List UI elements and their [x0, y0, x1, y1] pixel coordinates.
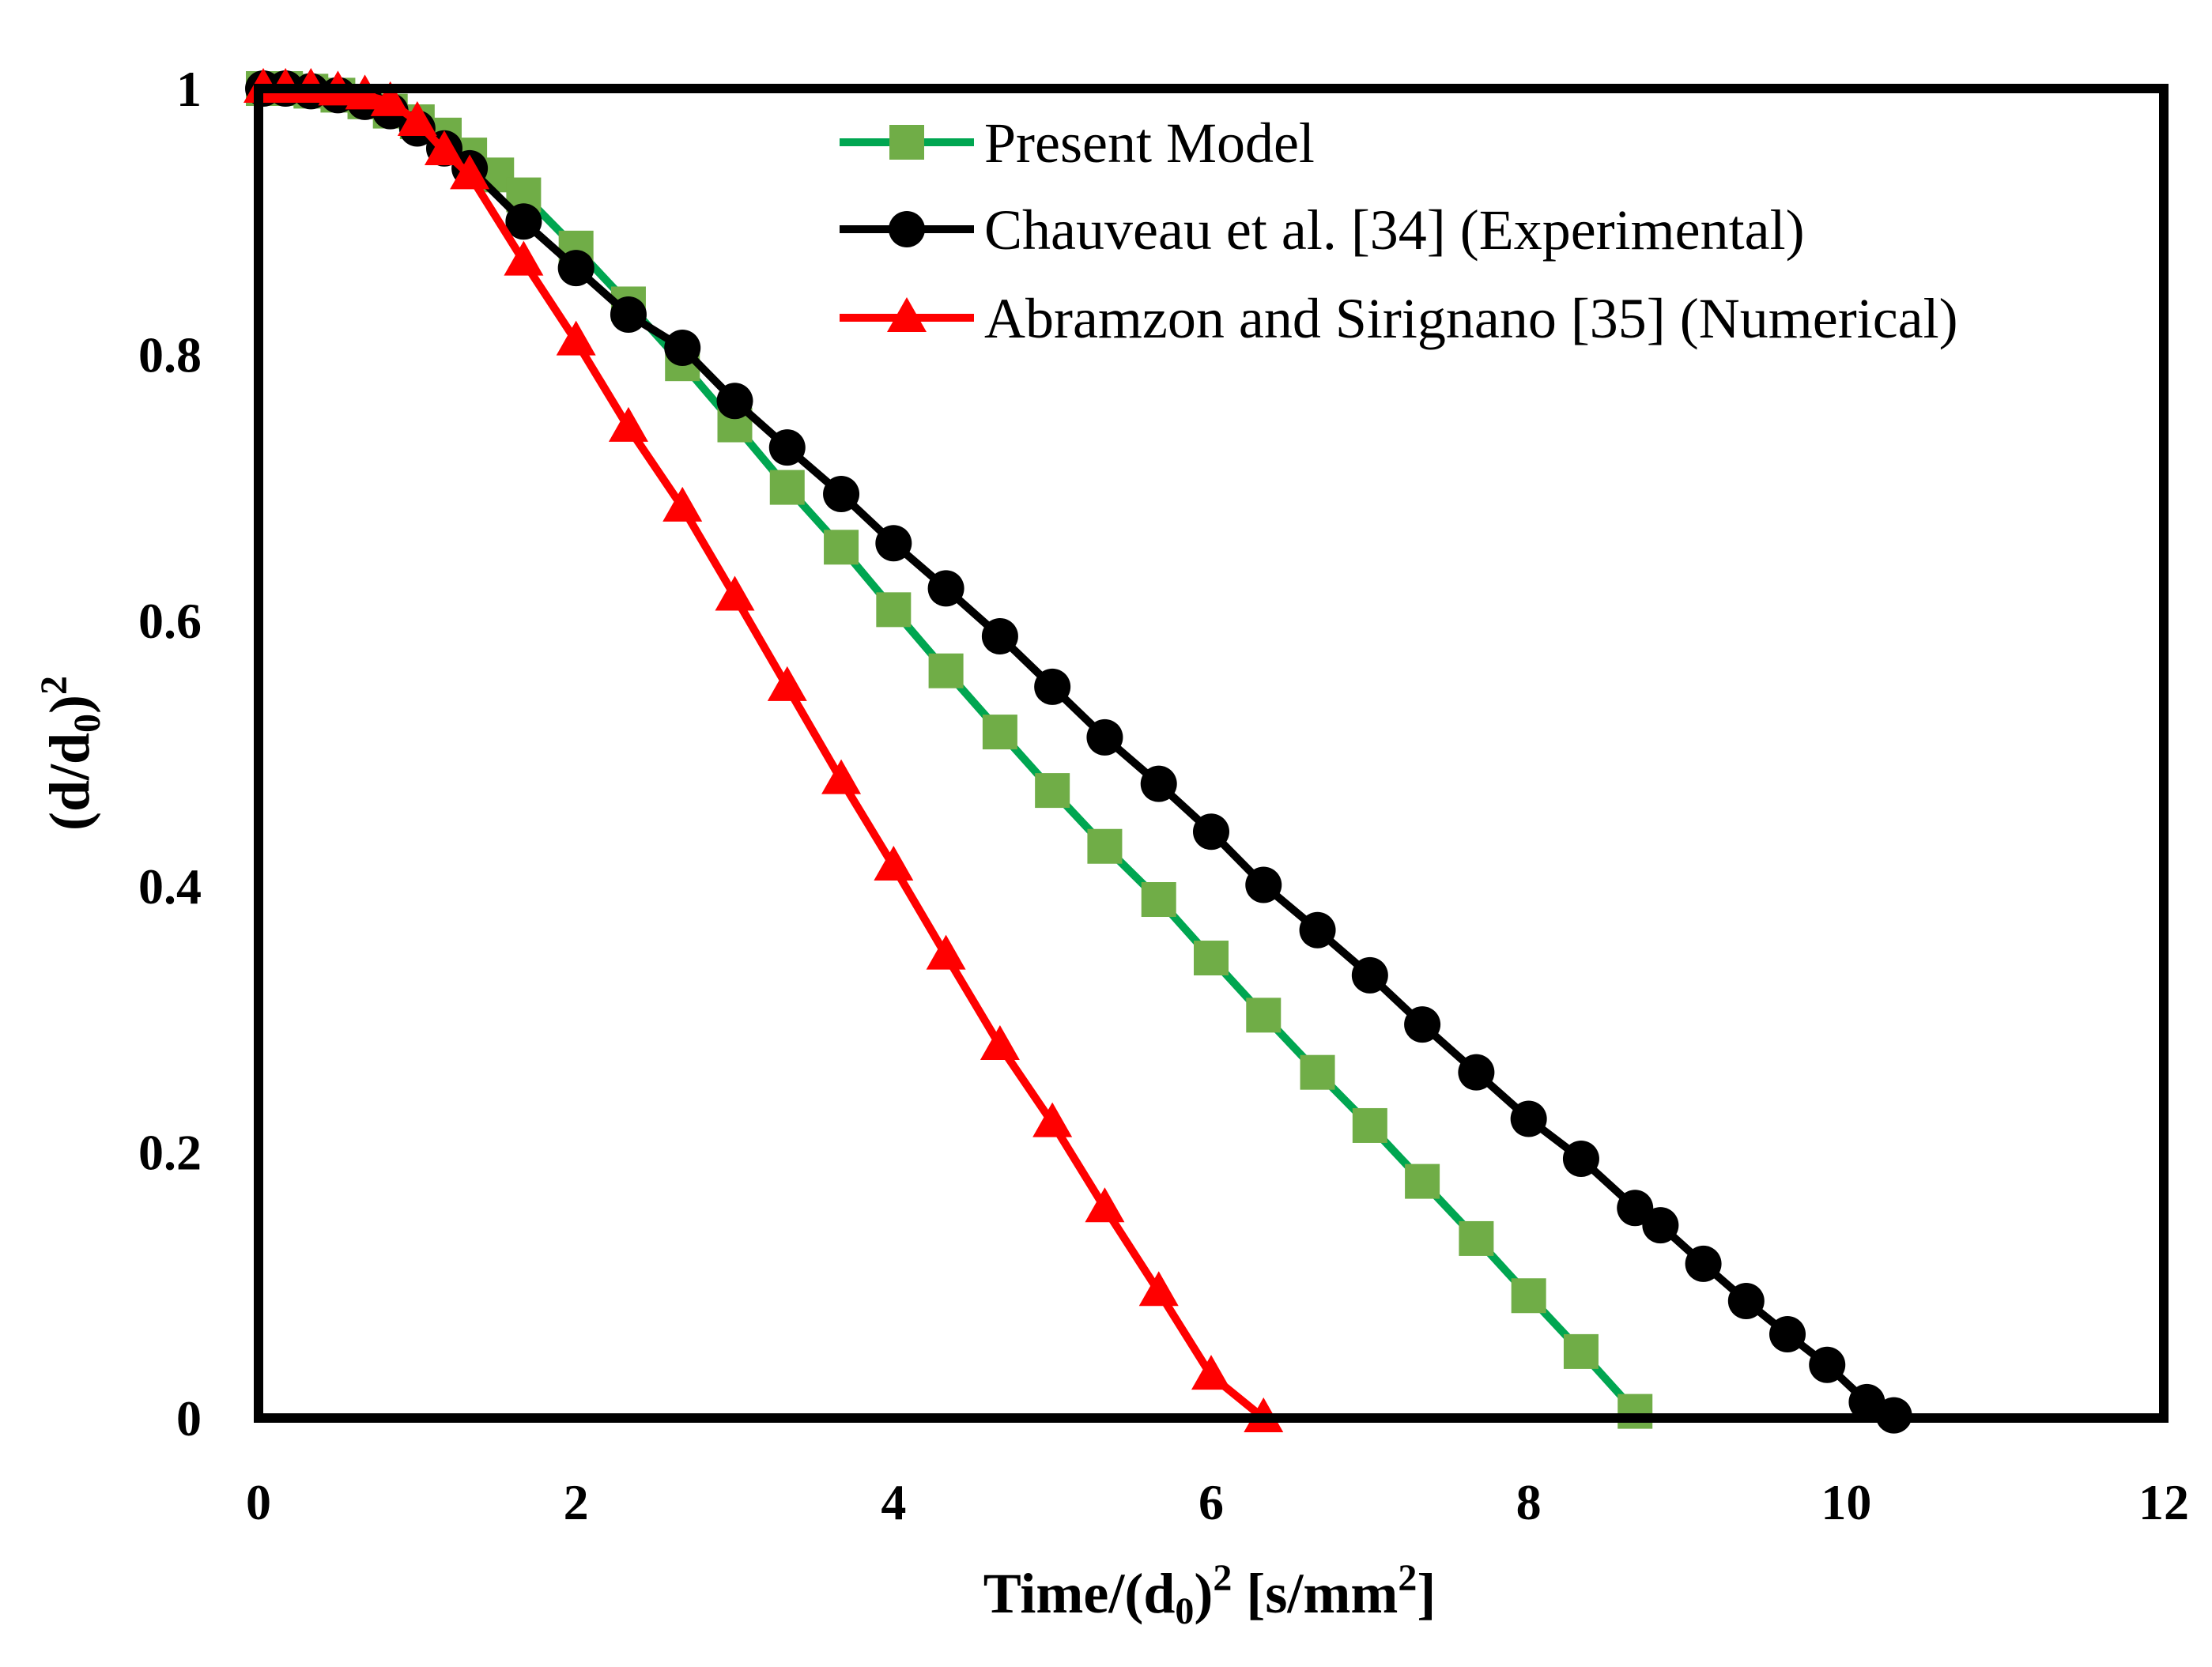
data-point-present-model: [824, 530, 859, 565]
data-point-present-model: [1405, 1164, 1440, 1199]
data-point-abramzon: [450, 154, 490, 190]
data-point-chauveau: [1809, 1346, 1846, 1383]
y-tick-label: 0.2: [138, 1125, 202, 1181]
data-point-chauveau: [927, 570, 964, 607]
data-point-chauveau: [1727, 1282, 1765, 1319]
data-point-present-model: [1087, 828, 1123, 864]
data-point-chauveau: [1245, 866, 1282, 903]
y-axis-tick-labels: 0 0.2 0.4 0.6 0.8 1: [138, 61, 202, 1446]
legend-entry-chauveau: Chauveau et al. [34] (Experimental): [840, 198, 1805, 262]
data-point-abramzon: [504, 240, 544, 276]
data-point-abramzon: [424, 130, 464, 166]
x-axis-tick-labels: 0 2 4 6 8 10 12: [246, 1474, 2189, 1530]
legend-entry-present-model: Present Model: [840, 111, 1315, 175]
data-point-chauveau: [1299, 911, 1336, 949]
data-point-chauveau: [823, 476, 860, 513]
x-tick-label: 12: [2138, 1474, 2189, 1530]
data-point-abramzon: [715, 575, 755, 611]
y-tick-label: 0.4: [138, 858, 202, 915]
legend: Present Model Chauveau et al. [34] (Expe…: [840, 111, 1958, 350]
data-point-chauveau: [768, 429, 806, 466]
data-point-present-model: [982, 715, 1017, 750]
data-point-chauveau: [1458, 1054, 1495, 1091]
legend-label-present-model: Present Model: [984, 111, 1315, 175]
legend-entry-abramzon: Abramzon and Sirignano [35] (Numerical): [840, 287, 1958, 350]
y-tick-label: 0.6: [138, 593, 202, 649]
data-point-abramzon: [874, 845, 914, 881]
x-tick-label: 0: [246, 1474, 271, 1530]
data-point-present-model: [1459, 1220, 1494, 1256]
data-point-chauveau: [1642, 1207, 1679, 1244]
y-tick-label: 0: [176, 1390, 202, 1446]
legend-label-chauveau: Chauveau et al. [34] (Experimental): [984, 198, 1805, 262]
data-point-chauveau: [1140, 765, 1177, 802]
data-point-chauveau: [981, 617, 1018, 654]
x-tick-label: 4: [881, 1474, 906, 1530]
plot-area-frame: [254, 84, 2169, 1423]
data-point-chauveau: [1351, 956, 1388, 994]
data-point-present-model: [1141, 882, 1176, 918]
x-axis-title: Time/(d0)2 [s/mm2]: [983, 1557, 1436, 1632]
legend-marker-present-model: [889, 125, 924, 160]
data-point-chauveau: [716, 383, 753, 420]
data-point-abramzon: [1138, 1271, 1179, 1307]
data-point-abramzon: [608, 406, 648, 442]
legend-marker-abramzon: [887, 297, 927, 332]
y-axis-title: (d/d0)2: [33, 676, 108, 831]
legend-label-abramzon: Abramzon and Sirignano [35] (Numerical): [984, 287, 1958, 350]
data-point-present-model: [876, 592, 912, 628]
series-layer: [243, 68, 1912, 1434]
data-point-abramzon: [980, 1025, 1020, 1061]
data-point-chauveau: [1193, 813, 1229, 850]
data-point-chauveau: [1617, 1190, 1654, 1227]
data-point-present-model: [928, 653, 964, 688]
data-point-present-model: [1563, 1333, 1599, 1369]
data-point-abramzon: [1085, 1187, 1125, 1223]
data-point-chauveau: [664, 329, 701, 366]
legend-marker-chauveau: [889, 211, 925, 247]
data-point-abramzon: [926, 934, 966, 970]
data-point-chauveau: [610, 296, 647, 333]
data-point-present-model: [769, 470, 805, 505]
data-point-present-model: [1035, 773, 1070, 809]
data-point-chauveau: [1848, 1383, 1885, 1420]
data-point-chauveau: [1685, 1245, 1722, 1282]
data-point-present-model: [1352, 1107, 1387, 1143]
data-point-chauveau: [1086, 718, 1123, 756]
x-tick-label: 8: [1516, 1474, 1542, 1530]
data-point-chauveau: [505, 203, 542, 240]
y-tick-label: 1: [176, 61, 202, 117]
data-point-chauveau: [1404, 1006, 1441, 1043]
data-point-abramzon: [1032, 1102, 1073, 1137]
data-point-chauveau: [557, 250, 595, 287]
data-point-abramzon: [556, 320, 596, 356]
data-point-chauveau: [875, 525, 912, 562]
data-point-abramzon: [767, 666, 807, 701]
y-tick-label: 0.8: [138, 326, 202, 383]
data-point-abramzon: [370, 81, 410, 116]
x-tick-label: 10: [1821, 1474, 1871, 1530]
data-point-present-model: [1246, 998, 1282, 1033]
data-point-chauveau: [1562, 1141, 1599, 1178]
x-tick-label: 2: [564, 1474, 589, 1530]
data-point-present-model: [1300, 1054, 1335, 1090]
data-point-present-model: [1617, 1394, 1653, 1429]
data-point-abramzon: [1191, 1355, 1231, 1390]
data-point-abramzon: [821, 759, 862, 794]
data-point-present-model: [1194, 941, 1229, 976]
data-point-abramzon: [662, 486, 703, 522]
data-point-chauveau: [1510, 1100, 1547, 1137]
data-point-present-model: [1511, 1278, 1546, 1314]
data-point-abramzon: [397, 101, 437, 137]
data-point-chauveau: [1034, 668, 1071, 705]
x-tick-label: 6: [1198, 1474, 1224, 1530]
data-point-chauveau: [1769, 1316, 1806, 1353]
